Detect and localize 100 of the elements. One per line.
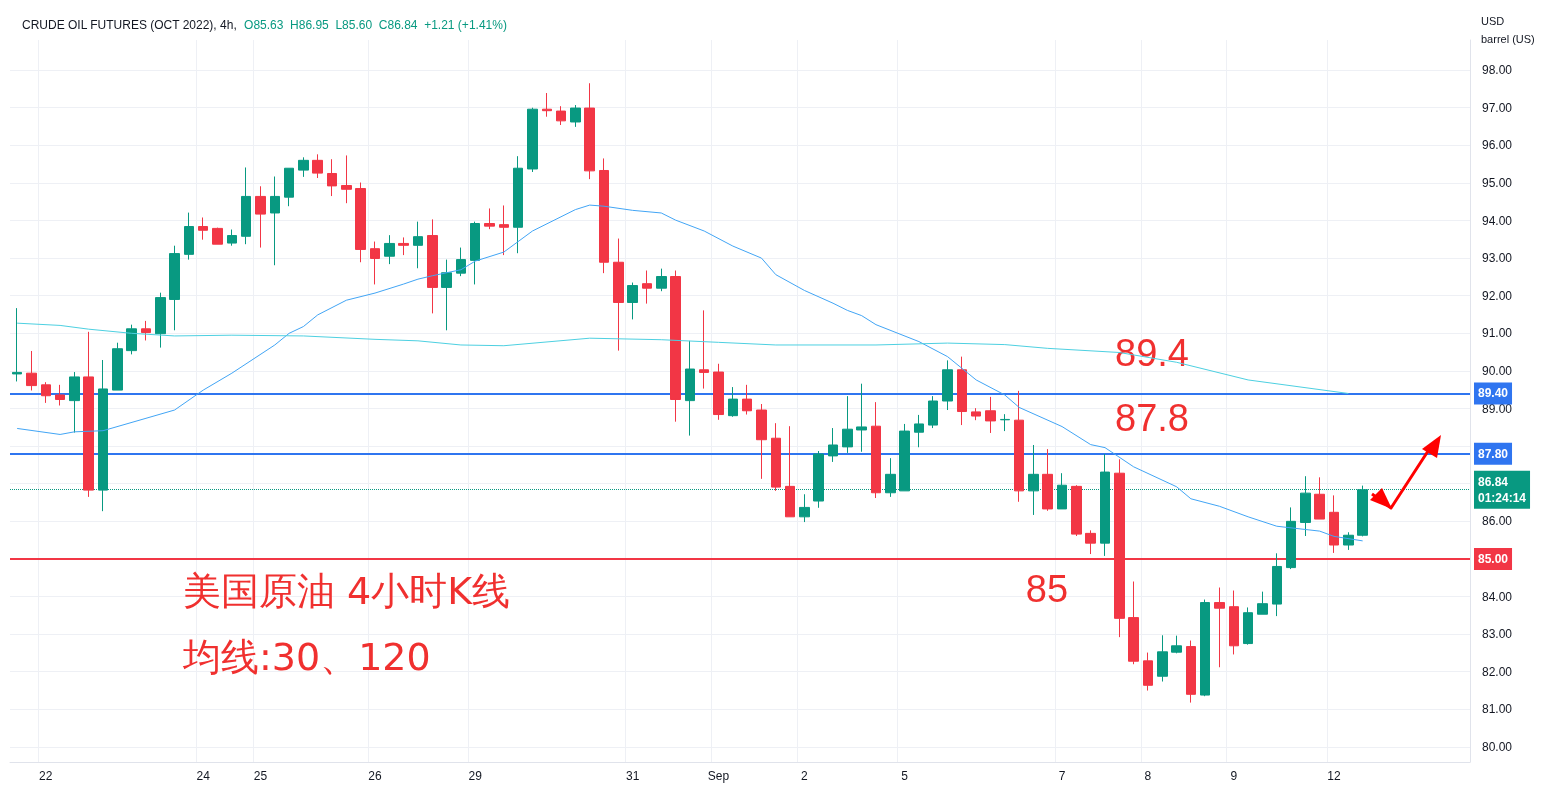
y-tick-label: 81.00 [1482, 702, 1513, 717]
candlestick [599, 157, 609, 274]
candlestick [1186, 640, 1196, 704]
x-tick-label: Sep [707, 769, 730, 783]
candlestick [613, 238, 624, 352]
candlestick [627, 282, 638, 320]
annotation: 均线:30、120 [182, 635, 431, 679]
candlestick [312, 153, 323, 179]
candlestick [656, 268, 667, 292]
line-series [16, 204, 1364, 542]
y-tick-label: 86.00 [1482, 514, 1513, 529]
candlestick [255, 185, 266, 249]
candlestick [914, 414, 924, 448]
candlestick [957, 356, 967, 426]
line-series [16, 322, 1349, 394]
candlestick [1157, 634, 1168, 683]
candlestick [928, 395, 938, 429]
y-tick-label: 98.00 [1482, 63, 1513, 78]
candlestick [1257, 591, 1268, 615]
candlestick [327, 158, 337, 197]
candlestick [355, 182, 366, 263]
y-tick-label: 90.00 [1482, 363, 1513, 378]
candlestick [971, 407, 981, 421]
candlestick [398, 236, 409, 256]
candlestick [141, 320, 151, 341]
candlestick [298, 156, 309, 178]
y-tick-label: 80.00 [1482, 739, 1513, 754]
candlestick [484, 207, 495, 230]
candlestick [198, 216, 208, 241]
x-tick-label: 5 [901, 769, 909, 783]
x-tick-label: 25 [253, 769, 268, 783]
y-tick-label: 95.00 [1482, 175, 1513, 190]
candlestick [642, 270, 652, 305]
candlestick [1243, 606, 1253, 646]
candlestick [83, 331, 94, 498]
candlestick [1171, 635, 1182, 654]
candlestick [685, 340, 695, 437]
candlestick [785, 425, 795, 518]
candlestick [441, 259, 452, 331]
candlestick [1128, 581, 1139, 665]
ref-line-label: 87.80 [1478, 446, 1509, 461]
x-tick-label: 9 [1230, 769, 1238, 783]
candlestick [756, 403, 767, 480]
candlestick [241, 166, 251, 245]
candlestick [570, 104, 581, 128]
candlestick [856, 383, 867, 453]
y-tick-label: 91.00 [1482, 326, 1513, 341]
chart-title: CRUDE OIL FUTURES (OCT 2022), 4h, [22, 18, 244, 32]
annotation: 85 [1025, 567, 1069, 610]
candlestick [384, 234, 395, 265]
candlestick [728, 386, 738, 418]
candlestick [155, 292, 166, 349]
candlestick [1014, 390, 1024, 503]
candlestick [584, 82, 595, 180]
candlestick [1214, 587, 1225, 668]
candlestick [1042, 448, 1053, 512]
candlestick [1229, 590, 1239, 655]
annotation: 美国原油 4小时K线 [183, 569, 511, 613]
candlestick [227, 229, 237, 247]
candlestick [427, 218, 438, 314]
x-tick-label: 7 [1058, 769, 1066, 783]
x-tick-label: 8 [1144, 769, 1152, 783]
candlestick [799, 493, 810, 523]
y-tick-label: 83.00 [1482, 627, 1513, 642]
candlestick [55, 384, 65, 407]
candlestick [126, 324, 137, 355]
y-tick-label: 82.00 [1482, 664, 1513, 679]
x-tick-label: 29 [468, 769, 483, 783]
candlestick [527, 107, 538, 173]
y-tick-label: 89.00 [1482, 401, 1513, 416]
candlestick [556, 105, 566, 126]
annotation: 87.8 [1115, 396, 1189, 439]
candlestick [1071, 484, 1082, 537]
candlestick [413, 221, 423, 269]
y-tick-label: 96.00 [1482, 138, 1513, 153]
y-tick-label: 92.00 [1482, 288, 1513, 303]
candlestick [41, 381, 51, 404]
candlestick [1272, 552, 1282, 617]
candlestick [470, 221, 480, 285]
candlestick [370, 241, 380, 285]
candlestick [112, 342, 123, 391]
candlestick [12, 307, 22, 382]
candlestick [871, 401, 881, 499]
candlestick [169, 245, 180, 331]
x-tick-label: 22 [39, 769, 53, 783]
candlestick [341, 154, 352, 204]
ref-line-label: 86.84 01:24:14 [1478, 474, 1527, 505]
candlestick [456, 247, 466, 277]
candlestick [742, 384, 752, 416]
candlestick [1314, 476, 1325, 520]
candlestick [699, 309, 709, 390]
candlestick [771, 422, 781, 492]
x-tick-label: 26 [368, 769, 382, 783]
candlestick [513, 155, 523, 254]
candlestick [542, 92, 552, 118]
candlestick [69, 371, 80, 434]
y-tick-label: 93.00 [1482, 251, 1513, 266]
candlestick [1329, 494, 1339, 554]
ref-line-label: 85.00 [1478, 551, 1509, 566]
chart-subtitle: O85.63 H86.95 L85.60 C86.84 +1.21 (+1.41%) [244, 18, 507, 32]
